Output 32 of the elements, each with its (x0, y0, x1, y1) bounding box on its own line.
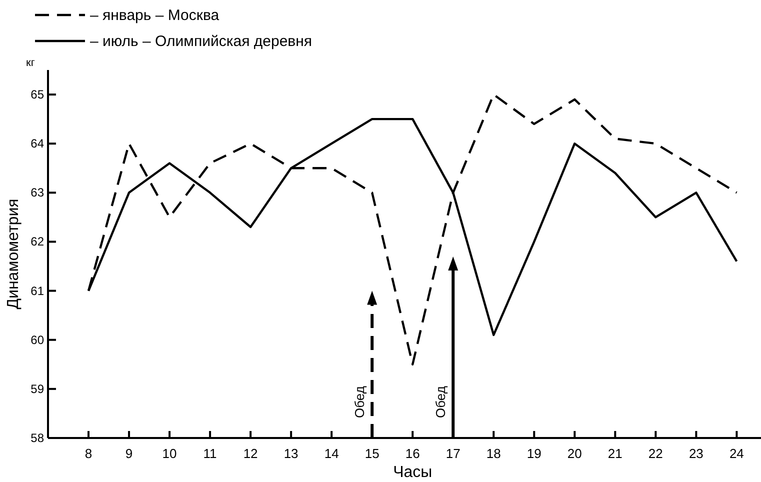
x-tick-label: 9 (125, 446, 133, 461)
y-tick-label: 58 (30, 431, 44, 445)
x-tick-label: 16 (405, 446, 420, 461)
x-tick-label: 17 (446, 446, 460, 461)
x-tick-label: 19 (526, 446, 542, 461)
y-axis-title: Динамометрия (5, 198, 22, 310)
x-tick-label: 23 (688, 446, 704, 461)
x-tick-label: 14 (324, 446, 339, 461)
y-tick-label: 62 (30, 234, 44, 249)
x-tick-label: 18 (486, 446, 501, 461)
x-tick-label: 20 (567, 446, 582, 461)
y-tick-label: 65 (30, 88, 44, 102)
x-tick-label: 11 (203, 446, 217, 461)
x-tick-label: 22 (648, 446, 663, 461)
text: кг (26, 57, 35, 69)
x-tick-label: 12 (243, 446, 258, 461)
x-tick-label: 8 (84, 446, 92, 461)
y-tick-label: 63 (30, 186, 44, 200)
ref-line-label: Обед (352, 386, 368, 418)
x-tick-label: 13 (284, 446, 298, 461)
x-tick-label: 24 (729, 446, 744, 461)
x-tick-label: 15 (364, 446, 380, 461)
ref-line-label: Обед (433, 386, 448, 418)
legend-label: – январь – Москва (90, 7, 220, 24)
x-axis-title: Часы (393, 464, 432, 481)
x-tick-label: 10 (162, 446, 177, 461)
y-tick-label: 61 (30, 284, 44, 298)
y-tick-label: 59 (30, 382, 44, 396)
x-tick-label: 21 (608, 446, 622, 461)
legend-label: – июль – Олимпийская деревня (90, 33, 312, 50)
y-tick-label: 64 (30, 136, 44, 151)
y-tick-label: 60 (30, 332, 44, 347)
